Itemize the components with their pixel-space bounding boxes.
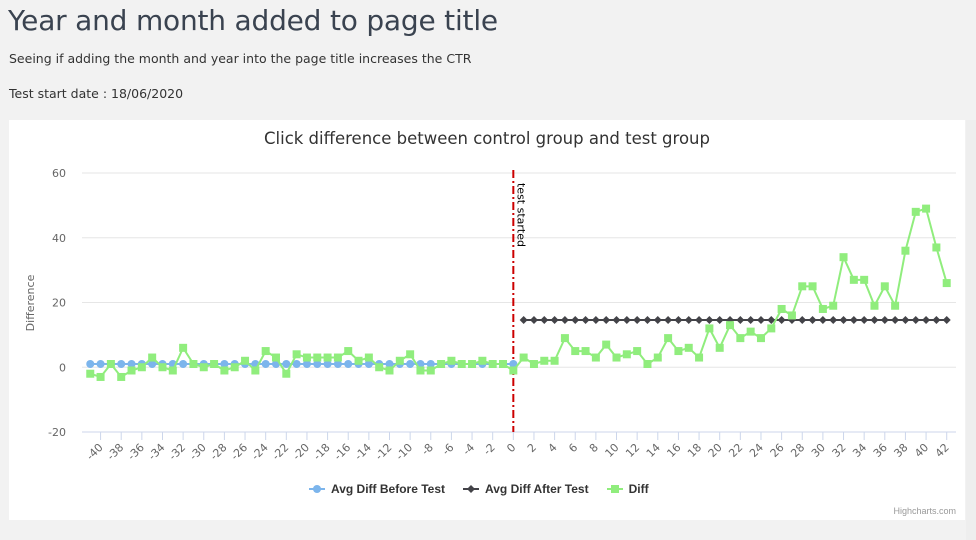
svg-text:-26: -26 bbox=[228, 441, 250, 463]
svg-text:-14: -14 bbox=[352, 441, 374, 463]
svg-text:10: 10 bbox=[603, 441, 622, 460]
svg-text:36: 36 bbox=[871, 441, 890, 460]
legend-item-avg-before[interactable]: Avg Diff Before Test bbox=[309, 482, 445, 496]
page-scrollbar[interactable] bbox=[966, 120, 976, 540]
svg-text:38: 38 bbox=[891, 441, 910, 460]
svg-text:40: 40 bbox=[912, 441, 931, 460]
svg-text:-28: -28 bbox=[208, 441, 230, 463]
test-start-date: Test start date : 18/06/2020 bbox=[9, 86, 184, 101]
legend-label: Avg Diff Before Test bbox=[331, 482, 446, 496]
svg-text:-36: -36 bbox=[125, 441, 147, 463]
svg-text:34: 34 bbox=[850, 441, 869, 460]
circle-marker-icon bbox=[309, 485, 325, 493]
highcharts-credits-link[interactable]: Highcharts.com bbox=[893, 506, 956, 516]
svg-text:-40: -40 bbox=[84, 441, 106, 463]
svg-text:-6: -6 bbox=[440, 441, 457, 458]
y-axis-labels: -20 0 20 40 60 bbox=[48, 167, 66, 439]
chart-title: Click difference between control group a… bbox=[264, 129, 710, 148]
square-marker-icon bbox=[606, 485, 623, 493]
y-axis-title: Difference bbox=[24, 274, 37, 331]
svg-text:12: 12 bbox=[623, 441, 642, 460]
svg-text:-12: -12 bbox=[373, 441, 395, 463]
svg-text:40: 40 bbox=[52, 232, 66, 245]
svg-text:42: 42 bbox=[933, 441, 952, 460]
legend-item-avg-after[interactable]: Avg Diff After Test bbox=[463, 482, 589, 496]
svg-text:-8: -8 bbox=[419, 441, 436, 458]
series-avg-diff-after-test[interactable] bbox=[519, 315, 951, 324]
diamond-marker-icon bbox=[463, 485, 480, 493]
page-title: Year and month added to page title bbox=[8, 4, 498, 37]
svg-text:-24: -24 bbox=[249, 441, 271, 463]
svg-text:2: 2 bbox=[525, 441, 539, 455]
svg-text:22: 22 bbox=[726, 441, 745, 460]
svg-text:60: 60 bbox=[52, 167, 66, 180]
series-group[interactable] bbox=[86, 204, 951, 381]
test-started-plot-line: test started bbox=[512, 170, 527, 432]
svg-text:28: 28 bbox=[788, 441, 807, 460]
chart-svg: Click difference between control group a… bbox=[24, 129, 956, 463]
svg-text:-38: -38 bbox=[104, 441, 126, 463]
svg-text:26: 26 bbox=[768, 441, 787, 460]
svg-text:30: 30 bbox=[809, 441, 828, 460]
svg-text:-34: -34 bbox=[146, 441, 168, 463]
svg-text:8: 8 bbox=[587, 441, 601, 455]
svg-text:-18: -18 bbox=[311, 441, 333, 463]
svg-text:6: 6 bbox=[566, 441, 580, 455]
svg-text:-20: -20 bbox=[48, 426, 66, 439]
x-axis-labels: -40-38-36-34-32-30-28-26-24-22-20-18-16-… bbox=[84, 432, 952, 463]
svg-text:-16: -16 bbox=[331, 441, 353, 463]
svg-text:-32: -32 bbox=[166, 441, 188, 463]
legend-label: Diff bbox=[628, 482, 649, 496]
svg-text:-2: -2 bbox=[481, 441, 498, 458]
svg-text:0: 0 bbox=[59, 361, 66, 374]
chart-container: Click difference between control group a… bbox=[9, 120, 965, 520]
svg-text:-30: -30 bbox=[187, 441, 209, 463]
svg-text:0: 0 bbox=[504, 441, 518, 455]
svg-text:-10: -10 bbox=[393, 441, 415, 463]
svg-text:32: 32 bbox=[830, 441, 849, 460]
svg-text:4: 4 bbox=[546, 441, 560, 455]
chart-legend: Avg Diff Before Test Avg Diff After Test… bbox=[309, 482, 649, 496]
page-description: Seeing if adding the month and year into… bbox=[9, 51, 472, 66]
svg-text:-4: -4 bbox=[460, 441, 477, 458]
svg-text:18: 18 bbox=[685, 441, 704, 460]
svg-text:test started: test started bbox=[514, 183, 527, 247]
legend-label: Avg Diff After Test bbox=[485, 482, 589, 496]
svg-text:20: 20 bbox=[706, 441, 725, 460]
svg-text:24: 24 bbox=[747, 441, 766, 460]
svg-text:-22: -22 bbox=[270, 441, 292, 463]
svg-text:14: 14 bbox=[644, 441, 663, 460]
svg-text:16: 16 bbox=[664, 441, 683, 460]
svg-text:20: 20 bbox=[52, 297, 66, 310]
svg-text:-20: -20 bbox=[290, 441, 312, 463]
series-diff[interactable] bbox=[86, 204, 951, 381]
legend-item-diff[interactable]: Diff bbox=[606, 482, 649, 496]
